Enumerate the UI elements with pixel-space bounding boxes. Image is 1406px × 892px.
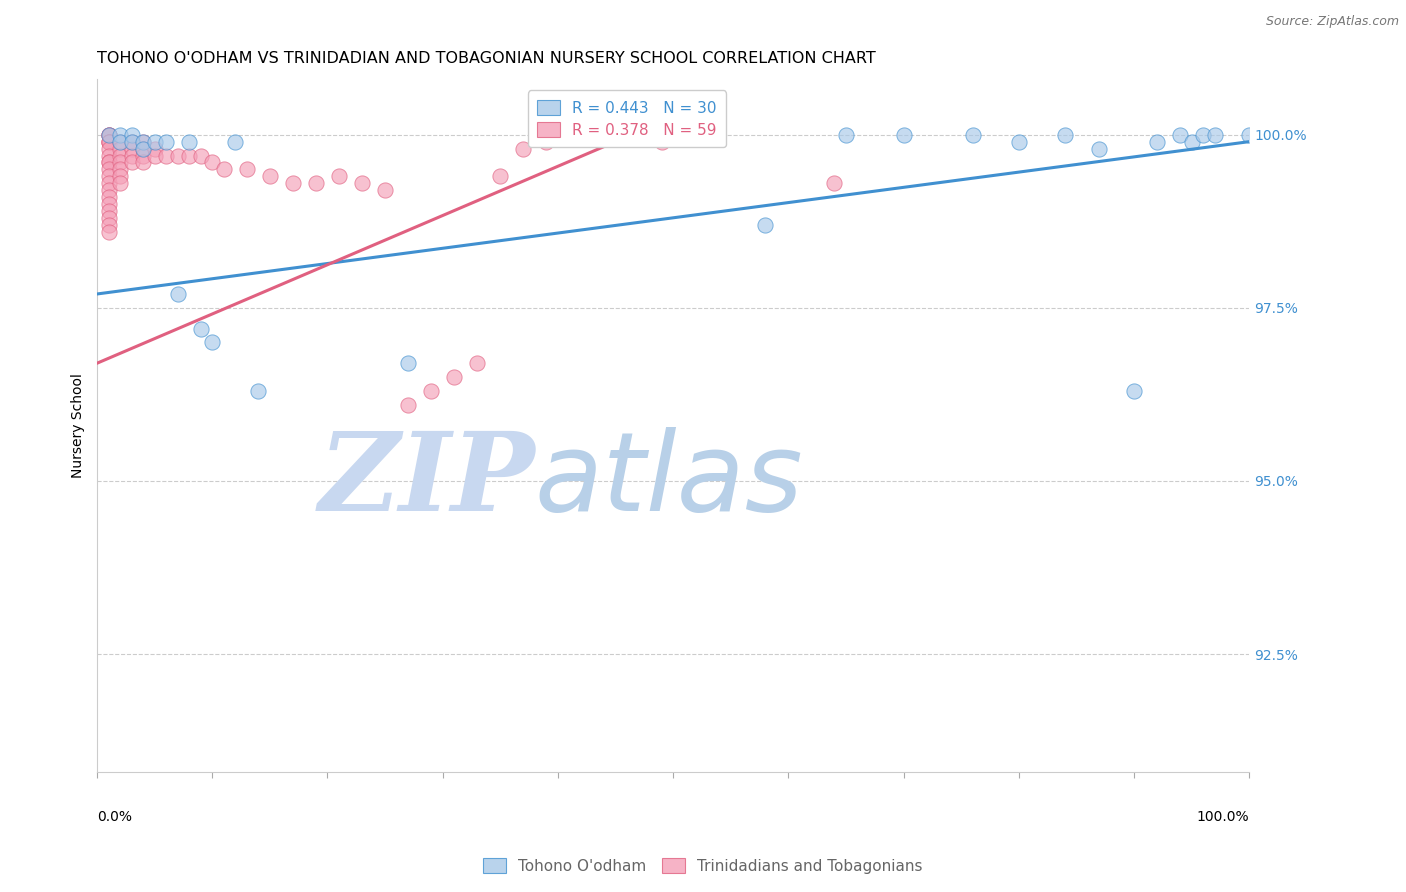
Point — [374, 183, 396, 197]
Point — [97, 128, 120, 142]
Point — [536, 135, 558, 149]
Point — [893, 128, 915, 142]
Point — [97, 135, 120, 149]
Point — [190, 148, 212, 162]
Point — [224, 135, 246, 149]
Point — [350, 176, 373, 190]
Point — [121, 135, 143, 149]
Point — [108, 128, 131, 142]
Point — [236, 162, 259, 177]
Point — [1192, 128, 1215, 142]
Point — [420, 384, 443, 398]
Point — [97, 128, 120, 142]
Point — [97, 162, 120, 177]
Text: 100.0%: 100.0% — [1197, 810, 1249, 824]
Point — [823, 176, 845, 190]
Point — [835, 128, 858, 142]
Legend: Tohono O'odham, Trinidadians and Tobagonians: Tohono O'odham, Trinidadians and Tobagon… — [477, 852, 929, 880]
Point — [108, 162, 131, 177]
Point — [97, 197, 120, 211]
Point — [155, 135, 177, 149]
Point — [328, 169, 350, 184]
Point — [97, 203, 120, 218]
Point — [190, 321, 212, 335]
Point — [396, 356, 419, 370]
Point — [143, 142, 166, 156]
Point — [1088, 142, 1111, 156]
Point — [97, 128, 120, 142]
Point — [166, 148, 188, 162]
Text: atlas: atlas — [534, 427, 803, 534]
Point — [754, 218, 776, 232]
Point — [97, 155, 120, 169]
Y-axis label: Nursery School: Nursery School — [72, 373, 86, 478]
Point — [97, 190, 120, 204]
Point — [651, 135, 673, 149]
Point — [1053, 128, 1076, 142]
Point — [281, 176, 304, 190]
Point — [132, 142, 155, 156]
Point — [179, 135, 201, 149]
Point — [1168, 128, 1191, 142]
Point — [108, 135, 131, 149]
Text: 0.0%: 0.0% — [97, 810, 132, 824]
Point — [512, 142, 534, 156]
Point — [247, 384, 270, 398]
Point — [143, 135, 166, 149]
Point — [108, 176, 131, 190]
Point — [97, 148, 120, 162]
Point — [179, 148, 201, 162]
Point — [1123, 384, 1146, 398]
Point — [1180, 135, 1202, 149]
Point — [143, 148, 166, 162]
Point — [305, 176, 328, 190]
Point — [1146, 135, 1168, 149]
Point — [201, 335, 224, 350]
Point — [97, 169, 120, 184]
Text: ZIP: ZIP — [318, 427, 534, 534]
Point — [155, 148, 177, 162]
Point — [489, 169, 512, 184]
Point — [166, 287, 188, 301]
Point — [97, 142, 120, 156]
Point — [1204, 128, 1226, 142]
Point — [97, 135, 120, 149]
Point — [121, 155, 143, 169]
Point — [212, 162, 235, 177]
Point — [132, 135, 155, 149]
Legend: R = 0.443   N = 30, R = 0.378   N = 59: R = 0.443 N = 30, R = 0.378 N = 59 — [529, 90, 725, 147]
Point — [97, 155, 120, 169]
Point — [121, 148, 143, 162]
Point — [97, 211, 120, 225]
Point — [108, 142, 131, 156]
Point — [1008, 135, 1031, 149]
Point — [97, 218, 120, 232]
Point — [132, 148, 155, 162]
Point — [1237, 128, 1260, 142]
Point — [108, 169, 131, 184]
Point — [201, 155, 224, 169]
Point — [121, 142, 143, 156]
Point — [97, 183, 120, 197]
Point — [132, 142, 155, 156]
Point — [121, 128, 143, 142]
Point — [132, 155, 155, 169]
Point — [465, 356, 488, 370]
Point — [962, 128, 984, 142]
Point — [108, 148, 131, 162]
Point — [259, 169, 281, 184]
Point — [97, 128, 120, 142]
Point — [108, 155, 131, 169]
Text: Source: ZipAtlas.com: Source: ZipAtlas.com — [1265, 15, 1399, 28]
Point — [121, 135, 143, 149]
Point — [108, 135, 131, 149]
Point — [132, 135, 155, 149]
Point — [97, 176, 120, 190]
Point — [97, 225, 120, 239]
Point — [97, 135, 120, 149]
Text: TOHONO O'ODHAM VS TRINIDADIAN AND TOBAGONIAN NURSERY SCHOOL CORRELATION CHART: TOHONO O'ODHAM VS TRINIDADIAN AND TOBAGO… — [97, 51, 876, 66]
Point — [443, 370, 465, 384]
Point — [396, 398, 419, 412]
